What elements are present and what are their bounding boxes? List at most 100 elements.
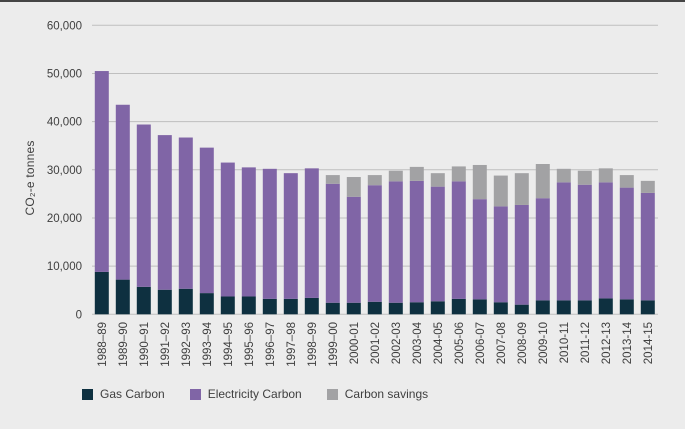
y-tick-label: 20,000 — [47, 213, 82, 225]
legend-item-gas-carbon: Gas Carbon — [82, 387, 165, 401]
x-tick-label: 1996–97 — [265, 322, 277, 367]
bar-segment — [241, 296, 256, 315]
bar-segment — [388, 302, 403, 315]
bar-segment — [94, 271, 109, 315]
bar-segment — [136, 124, 151, 287]
bar-segment — [640, 300, 655, 315]
bar-segment — [619, 299, 634, 315]
x-tick-label: 1991–92 — [160, 322, 172, 367]
bar-segment — [325, 183, 340, 303]
x-tick-label: 2007-08 — [496, 322, 508, 364]
bar-segment — [115, 104, 130, 280]
x-tick-label: 2001-02 — [370, 322, 382, 364]
bar-segment — [157, 289, 172, 315]
bar-segment — [346, 302, 361, 315]
bar-segment — [619, 175, 634, 188]
legend-label: Electricity Carbon — [207, 387, 302, 401]
bar-segment — [598, 168, 613, 183]
bar-segment — [409, 302, 424, 315]
x-tick-label: 2014-15 — [643, 322, 655, 364]
x-tick-label: 2008-09 — [517, 322, 529, 364]
bar-segment — [346, 196, 361, 303]
x-tick-label: 2002-03 — [391, 322, 403, 364]
bar-segment — [409, 166, 424, 181]
bar-segment — [367, 185, 382, 302]
bar-segment — [598, 182, 613, 299]
x-tick-label: 1995–96 — [244, 322, 256, 367]
bar-segment — [178, 288, 193, 315]
x-tick-label: 2000-01 — [349, 322, 361, 364]
bar-segment — [514, 204, 529, 305]
bar-segment — [640, 192, 655, 301]
bar-segment — [472, 199, 487, 300]
bar-segment — [640, 180, 655, 193]
bar-segment — [136, 286, 151, 315]
x-tick-label: 1998–99 — [307, 322, 319, 367]
bar-segment — [430, 186, 445, 302]
legend-item-electricity-carbon: Electricity Carbon — [189, 387, 302, 401]
bar-segment — [262, 168, 277, 299]
y-tick-label: 50,000 — [47, 68, 82, 80]
x-tick-label: 2005-06 — [454, 322, 466, 364]
bar-segment — [556, 168, 571, 183]
bar-segment — [388, 181, 403, 303]
bar-segment — [346, 177, 361, 197]
bar-segment — [262, 298, 277, 315]
bar-segment — [577, 184, 592, 301]
y-tick-label: 0 — [76, 309, 82, 321]
bar-segment — [220, 162, 235, 297]
bar-segment — [430, 173, 445, 187]
x-tick-label: 2012-13 — [601, 322, 613, 364]
bar-segment — [577, 300, 592, 315]
bar-segment — [619, 187, 634, 300]
bar-segment — [451, 181, 466, 299]
bar-segment — [304, 168, 319, 298]
bar-segment — [535, 198, 550, 301]
bar-segment — [283, 298, 298, 315]
y-tick-label: 30,000 — [47, 165, 82, 177]
bar-segment — [178, 137, 193, 289]
bar-segment — [199, 293, 214, 315]
legend-label: Gas Carbon — [100, 387, 165, 401]
x-tick-label: 1999–00 — [328, 322, 340, 367]
bar-segment — [325, 302, 340, 315]
bar-segment — [472, 299, 487, 315]
x-tick-label: 2011-12 — [580, 322, 592, 363]
chart-legend: Gas Carbon Electricity Carbon Carbon sav… — [82, 387, 428, 401]
legend-item-carbon-savings: Carbon savings — [326, 387, 429, 401]
bar-segment — [94, 71, 109, 272]
bar-segment — [514, 304, 529, 315]
bar-segment — [367, 175, 382, 186]
bar-segment — [514, 173, 529, 205]
bar-segment — [451, 166, 466, 182]
x-tick-label: 1994–95 — [223, 322, 235, 367]
bar-segment — [472, 164, 487, 200]
y-axis-title: CO₂-e tonnes — [23, 140, 37, 216]
x-tick-label: 1990–91 — [139, 322, 151, 367]
bar-segment — [220, 296, 235, 315]
bar-segment — [115, 279, 130, 315]
x-tick-label: 2004-05 — [433, 322, 445, 364]
x-tick-label: 2009-10 — [538, 322, 550, 364]
x-tick-label: 1993–94 — [202, 321, 214, 366]
x-tick-label: 1997–98 — [286, 322, 298, 367]
bar-segment — [556, 300, 571, 315]
bar-segment — [493, 302, 508, 315]
bar-segment — [367, 301, 382, 315]
y-tick-label: 60,000 — [47, 20, 82, 32]
y-tick-label: 40,000 — [47, 117, 82, 129]
legend-label: Carbon savings — [344, 387, 429, 401]
bar-segment — [493, 206, 508, 303]
bar-segment — [430, 301, 445, 315]
x-tick-label: 2006-07 — [475, 322, 487, 364]
bar-segment — [283, 173, 298, 299]
top-border-rule — [0, 0, 685, 2]
y-tick-label: 10,000 — [47, 261, 82, 273]
bar-segment — [598, 298, 613, 315]
bar-segment — [304, 297, 319, 315]
bar-segment — [556, 182, 571, 301]
bar-segment — [325, 175, 340, 184]
bar-segment — [493, 175, 508, 207]
